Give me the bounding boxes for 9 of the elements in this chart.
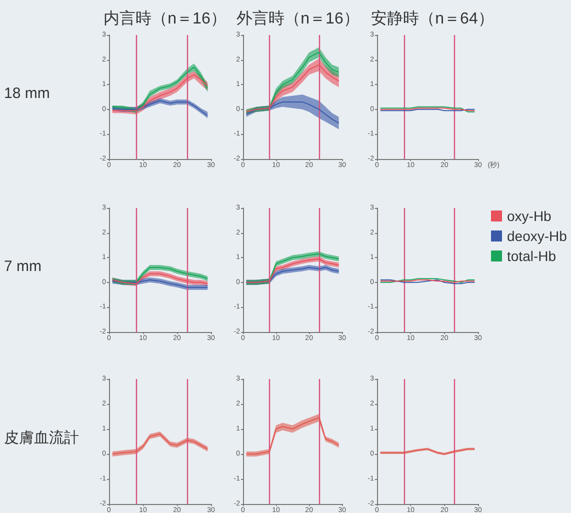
legend-label: total-Hb — [507, 248, 556, 264]
y-axis-title: 7 mm — [4, 258, 42, 275]
chart-title: 外言時（n＝16） — [236, 10, 360, 28]
y-axis-title: 18 mm — [4, 85, 50, 102]
chart-title: 内言時（n＝16） — [104, 10, 226, 28]
y-axis-title: 皮膚血流計 — [4, 430, 79, 446]
legend-label: oxy-Hb — [507, 208, 552, 224]
legend-label: deoxy-Hb — [507, 228, 568, 244]
chart-title: 安静時（n＝64） — [371, 10, 494, 28]
